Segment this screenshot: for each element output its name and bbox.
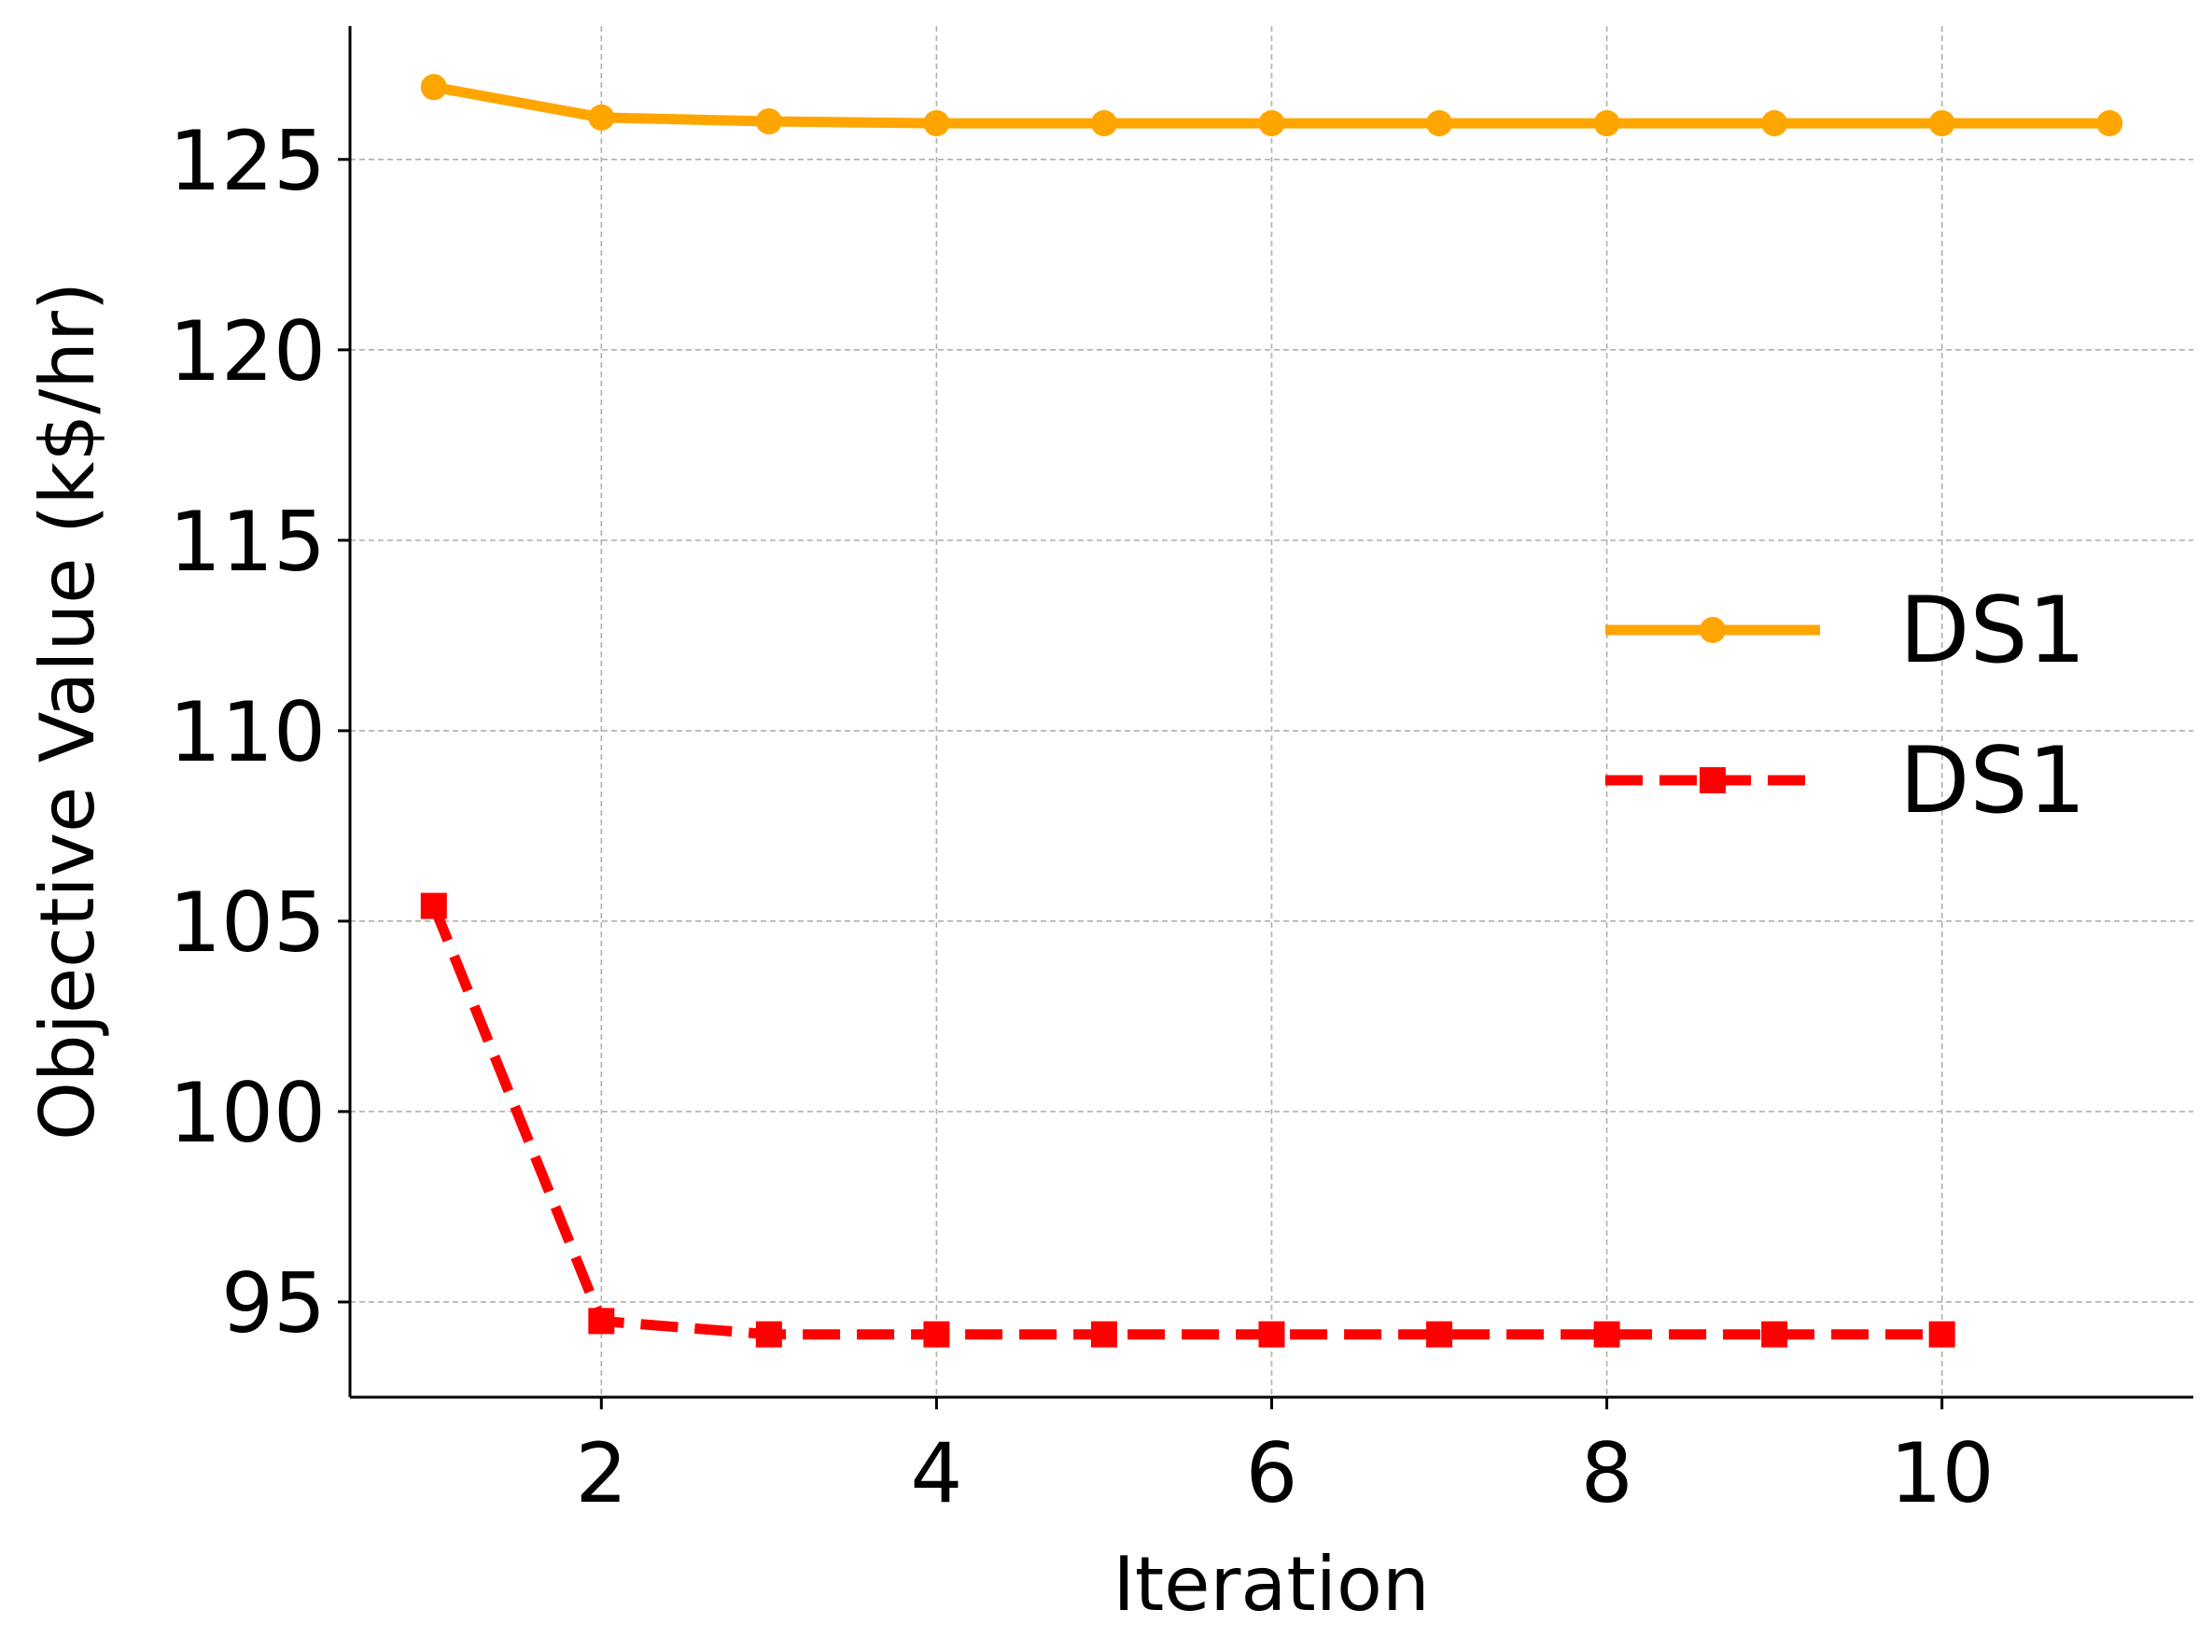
legend-entry-ds1-dashed: DS1 — [1605, 728, 2086, 834]
legend-marker-square — [1700, 767, 1726, 793]
data-point-series-2-x9 — [1761, 1321, 1788, 1348]
y-tick-label: 125 — [169, 113, 326, 209]
data-point-series-1-x11 — [2096, 110, 2123, 137]
data-point-series-2-x10 — [1928, 1321, 1955, 1348]
data-point-series-2-x4 — [923, 1321, 950, 1348]
data-point-series-2-x6 — [1258, 1321, 1285, 1348]
data-point-series-2-x1 — [420, 892, 447, 919]
data-point-series-2-x2 — [588, 1308, 615, 1335]
data-point-series-1-x2 — [588, 104, 615, 131]
y-tick-label: 120 — [169, 303, 326, 399]
data-point-series-2-x5 — [1090, 1321, 1117, 1348]
legend-label-series-2: DS1 — [1899, 728, 2086, 834]
y-tick-label: 100 — [169, 1065, 326, 1161]
x-tick-label: 8 — [1581, 1425, 1633, 1521]
data-point-series-2-x3 — [755, 1321, 782, 1348]
data-point-series-2-x8 — [1593, 1321, 1620, 1348]
x-tick-label: 2 — [575, 1425, 627, 1521]
legend-label-series-1: DS1 — [1899, 578, 2086, 684]
data-point-series-1-x3 — [755, 108, 782, 135]
data-point-series-2-x7 — [1426, 1321, 1453, 1348]
data-point-series-1-x9 — [1761, 110, 1788, 137]
series-line-2 — [428, 903, 1942, 1340]
y-tick-label: 110 — [169, 684, 326, 780]
data-point-series-1-x5 — [1090, 110, 1117, 137]
x-axis-label: Iteration — [1113, 1541, 1429, 1628]
y-axis-label: Objective Value (k$/hr) — [24, 282, 111, 1141]
grid-lines — [350, 26, 2193, 1397]
y-tick-label: 105 — [169, 875, 326, 971]
x-tick-label: 4 — [910, 1425, 962, 1521]
data-point-series-1-x10 — [1928, 110, 1955, 137]
data-point-series-1-x6 — [1258, 110, 1285, 137]
legend-entry-ds1-solid: DS1 — [1605, 578, 2086, 684]
x-tick-label: 6 — [1246, 1425, 1298, 1521]
data-point-series-1-x4 — [923, 110, 950, 137]
legend-marker-circle — [1700, 617, 1726, 643]
data-point-series-1-x7 — [1426, 110, 1453, 137]
data-series — [420, 74, 2123, 1348]
data-point-series-1-x1 — [420, 74, 447, 101]
legend: DS1 DS1 — [1605, 578, 2086, 834]
data-point-series-1-x8 — [1593, 110, 1620, 137]
x-tick-label: 10 — [1890, 1425, 1995, 1521]
ticks: 2 4 6 8 10 95 100 105 110 115 120 125 — [169, 113, 1995, 1521]
y-tick-label: 115 — [169, 494, 326, 590]
y-tick-label: 95 — [221, 1255, 326, 1351]
